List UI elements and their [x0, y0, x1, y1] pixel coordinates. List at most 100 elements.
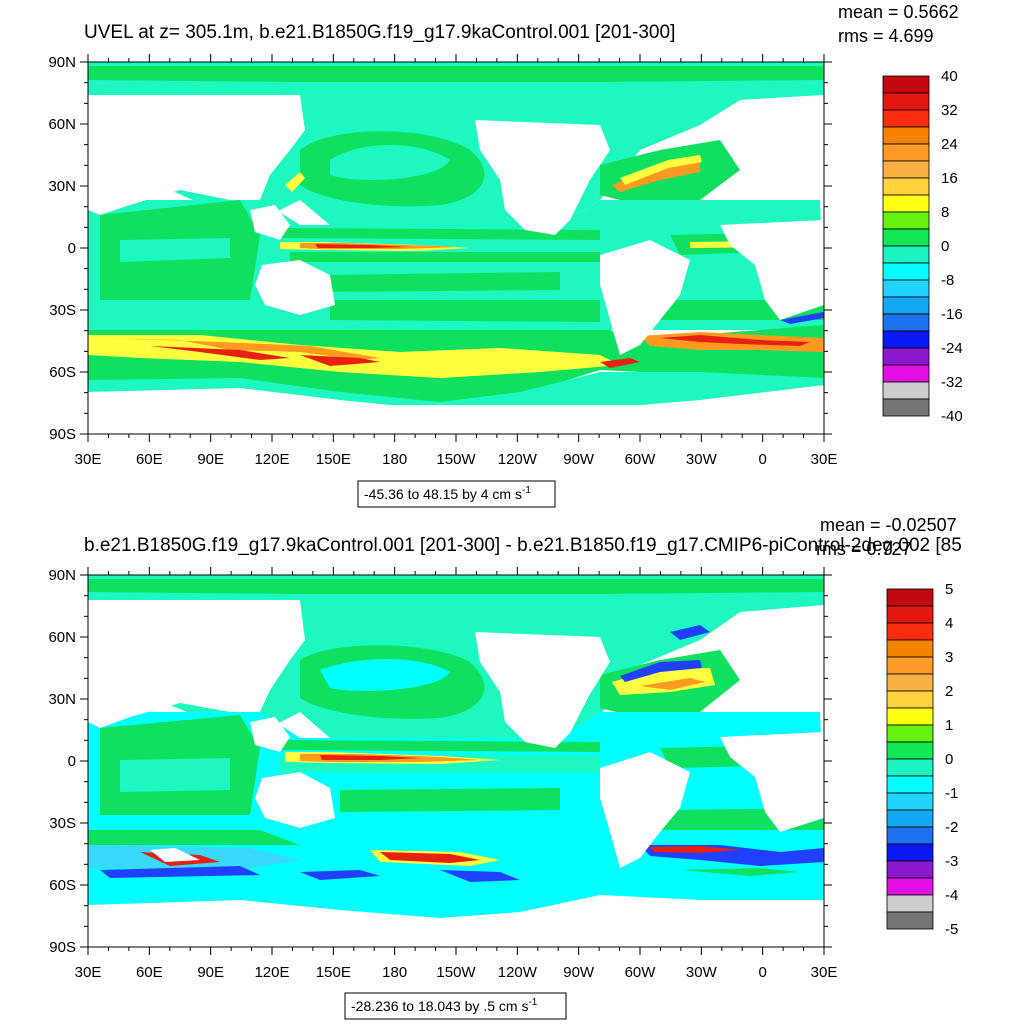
colorbar-swatch	[882, 364, 930, 383]
x-tick-label: 120W	[498, 451, 538, 468]
panel-2-mean: mean = -0.02507	[820, 515, 957, 535]
colorbar-swatch	[886, 911, 934, 930]
colorbar-label: 5	[945, 581, 953, 598]
y-tick-label: 90N	[48, 567, 76, 584]
colorbar-swatch	[882, 296, 930, 315]
y-tick-label: 60S	[49, 877, 76, 894]
x-tick-label: 120E	[254, 451, 289, 468]
colorbar-label: 40	[941, 68, 958, 85]
colorbar-label: 4	[945, 615, 953, 632]
x-tick-label: 0	[758, 964, 766, 981]
colorbar-swatch	[886, 656, 934, 675]
colorbar-label: 8	[941, 204, 949, 221]
colorbar-swatch	[882, 347, 930, 366]
panel-1-info-sup: -1	[522, 485, 531, 496]
y-tick-label: 90S	[49, 426, 76, 443]
panel-2-y-ticks: 90N 60N 30N 0 30S 60S 90S	[48, 567, 832, 956]
colorbar-swatch	[886, 826, 934, 845]
colorbar-swatch	[882, 211, 930, 230]
colorbar-swatch	[886, 605, 934, 624]
colorbar-label: -5	[945, 921, 958, 938]
colorbar-swatch	[882, 381, 930, 400]
colorbar-label: -1	[945, 785, 958, 802]
colorbar-swatch	[886, 843, 934, 862]
colorbar-swatch	[886, 741, 934, 760]
panel-1: UVEL at z= 305.1m, b.e21.B1850G.f19_g17.…	[48, 2, 963, 508]
colorbar-label: 24	[941, 136, 958, 153]
colorbar-swatch	[886, 707, 934, 726]
x-tick-label: 30E	[75, 451, 102, 468]
colorbar-swatch	[882, 126, 930, 145]
y-tick-label: 60N	[48, 116, 76, 133]
x-tick-label: 150W	[436, 964, 476, 981]
colorbar-swatch	[882, 245, 930, 264]
colorbar-swatch	[882, 262, 930, 281]
y-tick-label: 30N	[48, 691, 76, 708]
x-tick-label: 90E	[197, 964, 224, 981]
x-tick-label: 90W	[563, 964, 595, 981]
colorbar-swatch	[886, 690, 934, 709]
x-tick-label: 180	[382, 964, 407, 981]
x-tick-label: 150E	[316, 964, 351, 981]
y-tick-label: 0	[68, 240, 76, 257]
x-tick-label: 30E	[811, 964, 838, 981]
y-tick-label: 60N	[48, 629, 76, 646]
colorbar-swatch	[886, 894, 934, 913]
panel-2-info-text: -28.236 to 18.043 by .5 cm s	[351, 998, 528, 1014]
colorbar-label: 1	[945, 717, 953, 734]
colorbar-label: 3	[945, 649, 953, 666]
panel-1-mean: mean = 0.5662	[838, 2, 959, 22]
colorbar-label: 16	[941, 170, 958, 187]
colorbar-swatch	[882, 228, 930, 247]
colorbar-label: -3	[945, 853, 958, 870]
x-tick-label: 180	[382, 451, 407, 468]
colorbar-label: -2	[945, 819, 958, 836]
x-tick-label: 60E	[136, 964, 163, 981]
colorbar-label: 0	[941, 238, 949, 255]
panel-1-y-ticks: 90N 60N 30N 0 30S 60S 90S	[48, 54, 832, 443]
colorbar-swatch	[886, 758, 934, 777]
colorbar-label: -40	[941, 408, 963, 425]
panel-1-x-ticks: 30E 60E 90E 120E 150E 180 150W 120W 90W 60W 30W 0 30…	[75, 54, 838, 468]
panel-1-info-box: -45.36 to 48.15 by 4 cm s-1	[357, 480, 556, 508]
colorbar-swatch	[886, 724, 934, 743]
panel-2-colorbar	[886, 588, 934, 930]
x-tick-label: 150E	[316, 451, 351, 468]
panel-2-x-ticks: 30E 60E 90E 120E 150E 180 150W 120W 90W 60W 30W 0 30…	[75, 567, 838, 981]
colorbar-swatch	[882, 398, 930, 417]
y-tick-label: 90N	[48, 54, 76, 71]
svg-text:-45.36 to 48.15 by 4 cm s-1: -45.36 to 48.15 by 4 cm s-1	[364, 485, 531, 502]
colorbar-swatch	[886, 673, 934, 692]
x-tick-label: 120E	[254, 964, 289, 981]
panel-2-rms: rms = 0.727	[816, 539, 912, 559]
colorbar-label: 2	[945, 683, 953, 700]
colorbar-swatch	[882, 92, 930, 111]
colorbar-label: -32	[941, 374, 963, 391]
y-tick-label: 30S	[49, 302, 76, 319]
x-tick-label: 60W	[625, 964, 657, 981]
colorbar-swatch	[882, 313, 930, 332]
colorbar-swatch	[882, 75, 930, 94]
colorbar-label: 32	[941, 102, 958, 119]
colorbar-swatch	[886, 809, 934, 828]
y-tick-label: 30S	[49, 815, 76, 832]
colorbar-swatch	[886, 877, 934, 896]
x-tick-label: 60E	[136, 451, 163, 468]
colorbar-swatch	[882, 160, 930, 179]
x-tick-label: 120W	[498, 964, 538, 981]
panel-1-title: UVEL at z= 305.1m, b.e21.B1850G.f19_g17.…	[84, 22, 675, 43]
x-tick-label: 30W	[686, 451, 718, 468]
x-tick-label: 0	[758, 451, 766, 468]
x-tick-label: 30E	[75, 964, 102, 981]
colorbar-swatch	[882, 143, 930, 162]
panel-1-colorbar-labels: 40 32 24 16 8 0 -8 -16 -24 -32 -40	[941, 68, 963, 425]
colorbar-swatch	[882, 194, 930, 213]
y-tick-label: 0	[68, 753, 76, 770]
colorbar-swatch	[886, 775, 934, 794]
x-tick-label: 150W	[436, 451, 476, 468]
x-tick-label: 30E	[811, 451, 838, 468]
x-tick-label: 60W	[625, 451, 657, 468]
panel-2-colorbar-labels: 5 4 3 2 1 0 -1 -2 -3 -4 -5	[945, 581, 958, 938]
panel-2-info-sup: -1	[528, 997, 537, 1008]
